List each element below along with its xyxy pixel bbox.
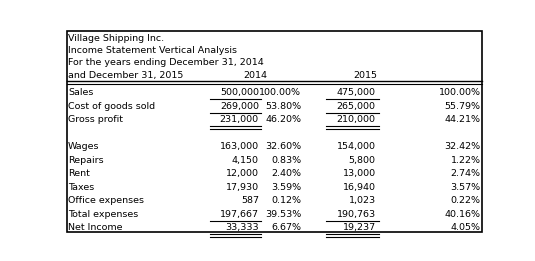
Text: 4,150: 4,150 (232, 156, 259, 165)
Text: 500,000: 500,000 (220, 88, 259, 97)
Text: Repairs: Repairs (68, 156, 104, 165)
Text: 32.60%: 32.60% (265, 142, 301, 151)
Text: 100.00%: 100.00% (259, 88, 301, 97)
Text: 197,667: 197,667 (220, 210, 259, 219)
Text: 190,763: 190,763 (337, 210, 376, 219)
Text: 1.22%: 1.22% (450, 156, 480, 165)
Text: 0.22%: 0.22% (450, 196, 480, 205)
Text: and December 31, 2015: and December 31, 2015 (68, 70, 184, 80)
Text: Wages: Wages (68, 142, 100, 151)
Text: 39.53%: 39.53% (265, 210, 301, 219)
Text: 210,000: 210,000 (337, 115, 376, 124)
Text: 46.20%: 46.20% (265, 115, 301, 124)
Text: 17,930: 17,930 (226, 183, 259, 192)
Text: 6.67%: 6.67% (271, 223, 301, 232)
Text: 33,333: 33,333 (225, 223, 259, 232)
Text: 265,000: 265,000 (337, 102, 376, 111)
Text: 2014: 2014 (243, 70, 268, 80)
Text: 154,000: 154,000 (337, 142, 376, 151)
Text: 3.57%: 3.57% (450, 183, 480, 192)
Text: 0.83%: 0.83% (271, 156, 301, 165)
Text: 269,000: 269,000 (220, 102, 259, 111)
Text: 2.74%: 2.74% (450, 169, 480, 178)
Text: 32.42%: 32.42% (445, 142, 480, 151)
Text: 3.59%: 3.59% (271, 183, 301, 192)
Text: 40.16%: 40.16% (445, 210, 480, 219)
Text: 0.12%: 0.12% (271, 196, 301, 205)
Text: Net Income: Net Income (68, 223, 123, 232)
Text: Income Statement Vertical Analysis: Income Statement Vertical Analysis (68, 46, 237, 55)
Text: Sales: Sales (68, 88, 94, 97)
Text: 100.00%: 100.00% (439, 88, 480, 97)
Text: 587: 587 (241, 196, 259, 205)
Text: Taxes: Taxes (68, 183, 94, 192)
Text: Gross profit: Gross profit (68, 115, 123, 124)
Text: 53.80%: 53.80% (265, 102, 301, 111)
Text: 19,237: 19,237 (342, 223, 376, 232)
Text: Total expenses: Total expenses (68, 210, 139, 219)
Text: Cost of goods sold: Cost of goods sold (68, 102, 155, 111)
Text: 2.40%: 2.40% (271, 169, 301, 178)
Text: 12,000: 12,000 (226, 169, 259, 178)
Text: 231,000: 231,000 (220, 115, 259, 124)
Text: 1,023: 1,023 (349, 196, 376, 205)
Text: Office expenses: Office expenses (68, 196, 144, 205)
Text: 163,000: 163,000 (220, 142, 259, 151)
Text: 55.79%: 55.79% (445, 102, 480, 111)
Text: Rent: Rent (68, 169, 90, 178)
Text: 5,800: 5,800 (349, 156, 376, 165)
Text: 16,940: 16,940 (343, 183, 376, 192)
Text: 4.05%: 4.05% (450, 223, 480, 232)
Text: 44.21%: 44.21% (445, 115, 480, 124)
Text: 13,000: 13,000 (342, 169, 376, 178)
Text: 2015: 2015 (354, 70, 377, 80)
Text: Village Shipping Inc.: Village Shipping Inc. (68, 34, 164, 43)
Text: For the years ending December 31, 2014: For the years ending December 31, 2014 (68, 58, 264, 67)
Text: 475,000: 475,000 (337, 88, 376, 97)
